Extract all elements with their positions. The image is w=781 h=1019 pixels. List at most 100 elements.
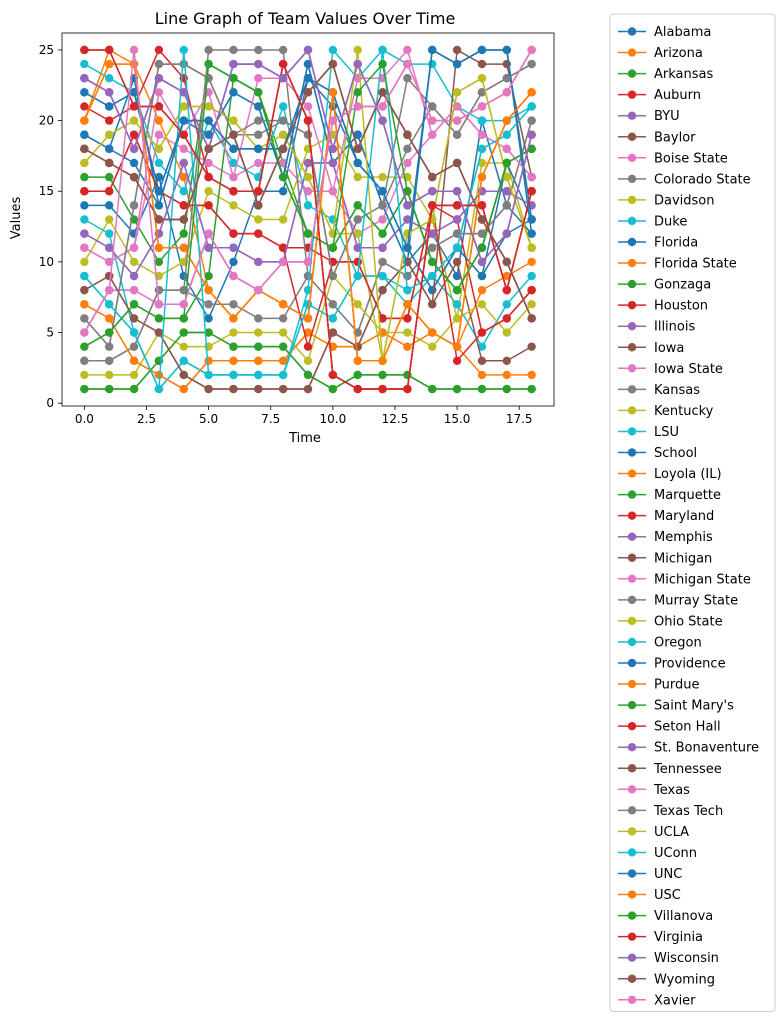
legend-marker (627, 532, 637, 541)
series-42 (80, 59, 536, 351)
legend-marker (627, 637, 637, 647)
data-point (353, 172, 362, 182)
data-point (403, 229, 412, 238)
legend-label: Michigan State (654, 572, 751, 587)
data-point (179, 116, 188, 125)
data-point (129, 130, 139, 139)
data-point (229, 257, 238, 267)
legend-marker (627, 385, 637, 394)
data-point (254, 356, 263, 365)
data-point (105, 229, 114, 238)
data-point (477, 328, 487, 337)
legend-marker (627, 237, 637, 247)
data-point (527, 88, 536, 97)
data-point (129, 45, 139, 55)
data-point (204, 116, 213, 125)
legend-marker (627, 216, 637, 226)
legend-label: Auburn (654, 88, 701, 103)
data-point (477, 229, 487, 238)
data-point (378, 116, 387, 125)
legend-entry: Oregon (618, 635, 702, 650)
data-point (527, 384, 536, 394)
data-point (254, 215, 263, 224)
legend-entry: Virginia (618, 930, 703, 945)
data-point (378, 384, 387, 394)
data-point (105, 172, 114, 182)
legend-marker (627, 343, 637, 352)
legend-marker (627, 595, 637, 605)
legend-marker (627, 427, 637, 436)
legend-marker (627, 322, 637, 331)
data-point (353, 342, 362, 351)
data-point (129, 328, 139, 337)
data-point (353, 300, 362, 309)
data-point (105, 74, 114, 83)
data-point (254, 45, 263, 55)
legend-marker (627, 364, 637, 373)
data-point (303, 271, 313, 281)
data-point (204, 229, 213, 238)
legend-entry: Purdue (618, 678, 699, 693)
data-point (378, 59, 387, 69)
data-point (303, 59, 313, 69)
data-point (502, 45, 511, 55)
legend-label: Boise State (654, 151, 728, 166)
data-point (353, 229, 362, 238)
data-point (378, 243, 387, 252)
data-point (204, 74, 213, 83)
data-point (328, 271, 338, 281)
data-point (80, 356, 89, 365)
data-point (452, 342, 462, 351)
data-point (328, 300, 338, 309)
data-point (428, 172, 437, 182)
data-point (403, 187, 412, 196)
data-point (477, 158, 487, 168)
data-point (378, 314, 387, 323)
data-point (328, 88, 338, 97)
data-point (353, 384, 362, 394)
y-tick-label: 15 (39, 184, 54, 198)
x-tick-label: 7.5 (261, 412, 280, 426)
data-point (105, 144, 114, 154)
data-point (129, 172, 139, 182)
data-point (179, 300, 188, 309)
legend-entry: School (618, 446, 697, 461)
data-point (477, 300, 487, 309)
data-point (428, 187, 437, 196)
data-point (403, 285, 412, 295)
data-point (527, 172, 536, 182)
data-point (328, 384, 338, 394)
legend-marker (627, 974, 637, 983)
legend-entry: Kentucky (618, 404, 714, 419)
legend-marker (627, 658, 637, 668)
data-point (229, 187, 238, 196)
data-point (204, 201, 213, 210)
data-point (477, 356, 487, 365)
data-point (403, 342, 412, 351)
data-point (428, 342, 437, 351)
data-point (80, 172, 89, 182)
legend-entry: Marquette (618, 488, 721, 503)
data-point (254, 88, 263, 97)
data-point (328, 102, 338, 111)
data-point (477, 102, 487, 111)
legend-label: Texas Tech (653, 804, 723, 819)
data-point (403, 384, 412, 394)
data-point (428, 271, 437, 281)
data-point (477, 45, 487, 55)
legend-marker (627, 679, 637, 689)
data-point (179, 45, 188, 55)
legend-entry: Iowa (618, 341, 684, 356)
data-point (527, 130, 536, 139)
data-point (378, 45, 387, 55)
data-point (154, 384, 164, 394)
data-point (303, 356, 313, 365)
data-point (278, 342, 288, 351)
legend-label: Virginia (654, 930, 703, 945)
legend-entry: Maryland (618, 509, 714, 524)
data-point (428, 243, 437, 252)
legend-entry: USC (618, 888, 681, 903)
data-point (254, 130, 263, 139)
data-point (179, 144, 188, 154)
data-point (303, 314, 313, 323)
